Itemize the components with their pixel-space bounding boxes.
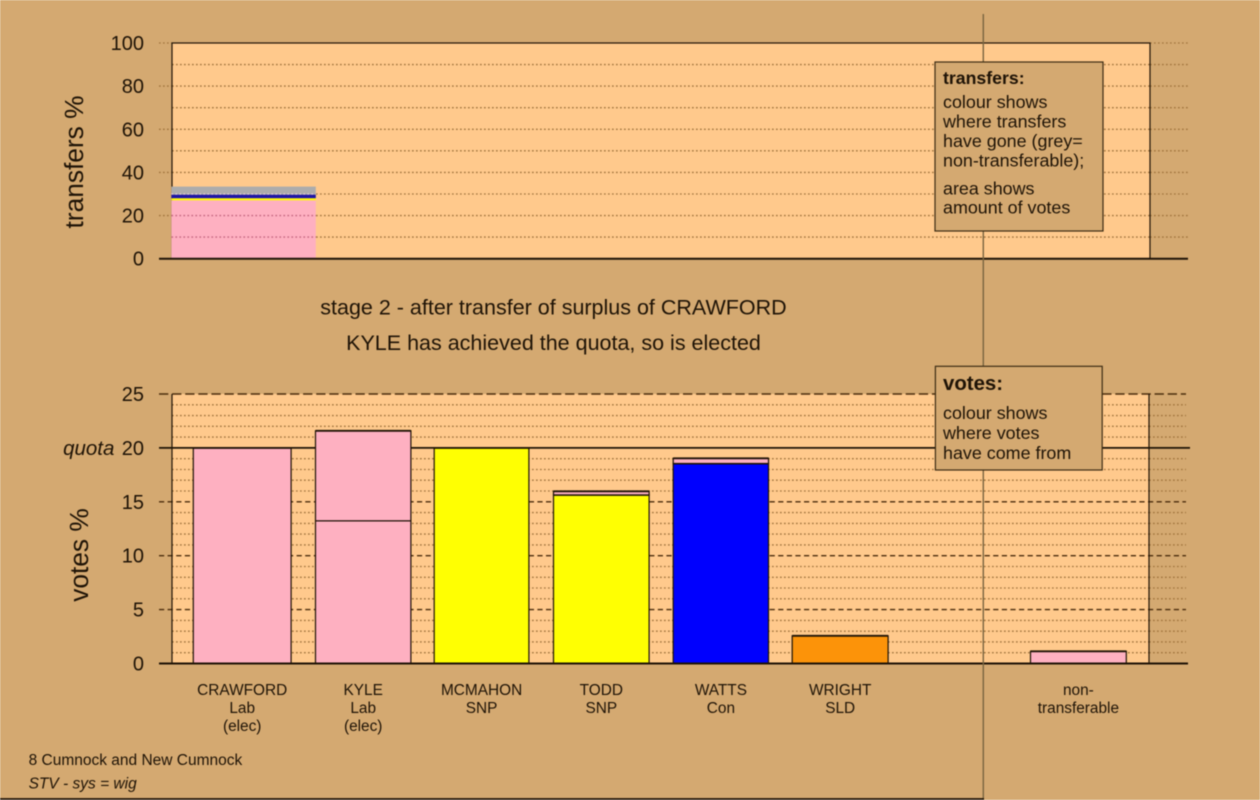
svg-text:CRAWFORD: CRAWFORD: [197, 682, 287, 699]
svg-text:10: 10: [122, 546, 144, 568]
svg-text:where transfers: where transfers: [942, 112, 1066, 132]
svg-text:40: 40: [122, 162, 144, 184]
svg-text:quota: quota: [63, 437, 114, 460]
svg-text:25: 25: [122, 384, 144, 406]
svg-text:area shows: area shows: [943, 179, 1035, 199]
svg-text:80: 80: [122, 76, 144, 98]
svg-text:TODD: TODD: [580, 682, 623, 699]
svg-text:colour shows: colour shows: [943, 92, 1047, 112]
svg-text:SNP: SNP: [466, 700, 498, 717]
svg-text:Con: Con: [707, 700, 735, 717]
svg-text:KYLE: KYLE: [344, 682, 383, 699]
svg-text:colour shows: colour shows: [943, 403, 1047, 423]
svg-text:KYLE has achieved the quota, s: KYLE has achieved the quota, so is elect…: [346, 331, 761, 355]
svg-text:amount of votes: amount of votes: [943, 198, 1070, 218]
svg-text:15: 15: [122, 492, 144, 514]
svg-text:WRIGHT: WRIGHT: [809, 682, 872, 699]
svg-text:(elec): (elec): [223, 718, 261, 735]
svg-text:non-transferable);: non-transferable);: [943, 151, 1084, 171]
svg-text:5: 5: [133, 600, 144, 622]
svg-text:0: 0: [133, 654, 144, 676]
svg-text:20: 20: [122, 438, 144, 460]
svg-text:(elec): (elec): [344, 718, 382, 735]
svg-text:transfers %: transfers %: [59, 96, 89, 229]
svg-text:votes %: votes %: [64, 508, 94, 602]
svg-text:100: 100: [111, 33, 144, 55]
svg-text:8 Cumnock and New Cumnock: 8 Cumnock and New Cumnock: [29, 752, 243, 769]
svg-text:where votes: where votes: [942, 423, 1040, 443]
svg-text:SLD: SLD: [825, 700, 855, 717]
svg-text:Lab: Lab: [350, 700, 376, 717]
svg-text:transferable: transferable: [1038, 700, 1119, 717]
svg-text:STV - sys = wig: STV - sys = wig: [29, 776, 137, 793]
svg-text:20: 20: [122, 206, 144, 228]
svg-text:WATTS: WATTS: [695, 682, 747, 699]
svg-text:stage 2 - after transfer of su: stage 2 - after transfer of surplus of C…: [320, 295, 786, 319]
svg-text:60: 60: [122, 119, 144, 141]
svg-text:transfers:: transfers:: [943, 68, 1025, 88]
svg-text:0: 0: [133, 249, 144, 271]
svg-text:have come from: have come from: [943, 443, 1071, 463]
svg-text:non-: non-: [1063, 682, 1094, 699]
svg-text:votes:: votes:: [943, 373, 1003, 395]
svg-text:Lab: Lab: [229, 700, 255, 717]
svg-text:have gone (grey=: have gone (grey=: [943, 131, 1083, 151]
svg-text:MCMAHON: MCMAHON: [441, 682, 522, 699]
svg-text:SNP: SNP: [585, 700, 617, 717]
